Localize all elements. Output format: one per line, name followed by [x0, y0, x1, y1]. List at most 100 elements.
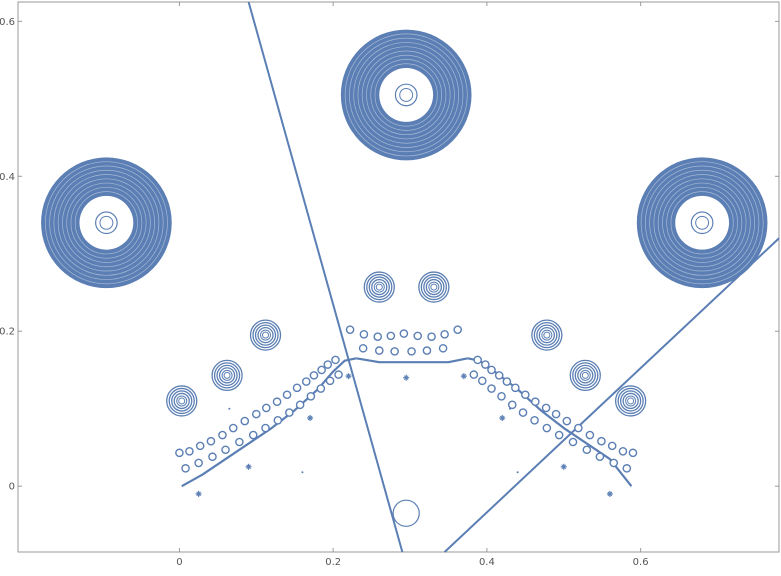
- island-dot: [292, 383, 302, 393]
- island-dot: [221, 445, 230, 455]
- star-stroke-d2: [346, 373, 351, 379]
- medium-ring-circle: [173, 392, 190, 410]
- island-dot: [453, 325, 462, 334]
- island-dot: [325, 376, 335, 386]
- island-dot: [494, 371, 504, 380]
- island-dot: [248, 430, 258, 440]
- star-point: [606, 490, 613, 497]
- medium-ring-circle: [536, 324, 558, 346]
- medium-ring-circle: [569, 359, 601, 392]
- island-dot: [208, 452, 217, 462]
- plot-border: [17, 1, 780, 553]
- medium-ring-circle: [171, 390, 193, 412]
- chaotic-curve: [181, 357, 357, 488]
- island-dot: [261, 423, 270, 433]
- ring-gap: [44, 161, 168, 285]
- medium-ring-circle: [574, 364, 596, 387]
- small-circle: [392, 499, 420, 527]
- medium-ring-circle: [216, 364, 238, 387]
- plot-frame: [17, 1, 780, 553]
- medium-ring-core: [543, 331, 551, 339]
- medium-ring-core: [581, 371, 589, 379]
- star-stroke-d2: [403, 375, 409, 381]
- medium-ring: [418, 271, 450, 303]
- island-dot: [628, 448, 638, 458]
- island-dot: [440, 330, 449, 339]
- medium-ring-circle: [366, 273, 393, 301]
- island-dot: [345, 325, 355, 334]
- island-dot: [175, 448, 184, 458]
- island-dot: [261, 403, 271, 413]
- ring-band: [41, 157, 172, 289]
- island-dot: [542, 423, 552, 433]
- medium-ring-core: [625, 395, 637, 407]
- x-tick-label: 0.4: [479, 557, 495, 568]
- x-tick-label: 0.2: [325, 557, 341, 568]
- island-dot: [282, 390, 292, 400]
- star-point: [560, 463, 567, 470]
- ring-gap: [57, 174, 156, 272]
- y-tick-label: 0.6: [0, 17, 15, 28]
- ring-gap: [70, 186, 143, 259]
- x-tick-label: 0: [176, 557, 182, 568]
- island-dot: [497, 391, 506, 401]
- island-dot: [487, 384, 496, 393]
- data-marks: [41, 1, 780, 553]
- medium-ring-core: [373, 281, 385, 293]
- medium-ring-circle: [572, 362, 599, 389]
- medium-ring-core: [375, 283, 383, 291]
- island-dot: [195, 441, 205, 451]
- star-point: [307, 414, 314, 421]
- star-stroke-d2: [246, 464, 251, 470]
- island-chain: [469, 370, 632, 473]
- island-dot: [518, 408, 528, 417]
- island-dot: [206, 436, 216, 446]
- island-dot: [358, 343, 368, 353]
- medium-ring-circle: [533, 321, 561, 349]
- island-dot: [422, 346, 432, 355]
- island-dot: [386, 331, 396, 341]
- medium-ring-circle: [420, 273, 448, 301]
- island-chain: [473, 355, 638, 458]
- island-dot: [554, 430, 564, 440]
- medium-ring-circle: [218, 367, 236, 384]
- medium-ring-core: [430, 283, 438, 291]
- island-dot: [582, 445, 592, 455]
- medium-ring: [211, 359, 243, 392]
- ring-gap: [657, 178, 747, 268]
- island-dot: [595, 452, 605, 462]
- medium-ring-circle: [614, 385, 647, 417]
- medium-ring-circle: [252, 321, 279, 349]
- ring-core-outer: [690, 211, 714, 235]
- tiny-point: [508, 407, 511, 410]
- y-tick-label: 0.4: [0, 172, 15, 183]
- island-dot: [273, 416, 283, 425]
- medium-ring-circle: [622, 392, 639, 410]
- medium-ring-circle: [531, 319, 563, 351]
- ring-gap: [366, 54, 447, 136]
- island-dot: [413, 331, 423, 341]
- ring-gap: [670, 191, 734, 255]
- chaotic-curve: [356, 357, 468, 364]
- island-dot: [473, 355, 482, 365]
- island-dot: [317, 365, 326, 375]
- large-ring: [41, 157, 172, 289]
- island-dot: [568, 437, 578, 447]
- star-stroke-d2: [307, 415, 313, 421]
- medium-ring: [569, 359, 601, 392]
- island-dot: [390, 347, 399, 356]
- medium-ring: [614, 385, 647, 417]
- island-dot: [607, 441, 617, 451]
- star-stroke-d2: [461, 373, 467, 379]
- island-dot: [609, 458, 619, 468]
- medium-ring-core: [178, 397, 186, 405]
- island-dot: [272, 397, 282, 407]
- medium-ring-circle: [363, 271, 395, 303]
- medium-ring-core: [223, 371, 231, 379]
- separatrix-line: [247, 1, 404, 553]
- island-dot: [334, 370, 343, 379]
- medium-ring-circle: [425, 278, 443, 296]
- ring-core-outer: [394, 83, 418, 107]
- medium-ring: [531, 319, 563, 351]
